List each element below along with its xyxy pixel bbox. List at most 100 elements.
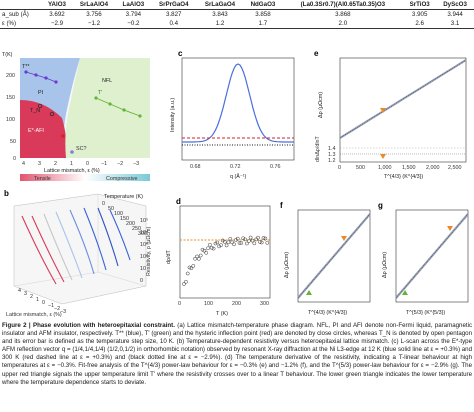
table-cell: 3.1 (436, 19, 474, 29)
panel-g-power-law: g Δρ (μΩcm) T^{5/3} (K^{5/3}) (376, 198, 472, 322)
table-header-cell: DyScO3 (436, 0, 474, 10)
table-header-cell: SrPrGaO4 (150, 0, 197, 10)
table-cell: 1.7 (243, 19, 283, 29)
table-header-cell: (La0.3Sr0.7)(Al0.65Ta0.35)O3 (282, 0, 404, 10)
panel-e-inset-tick: 1.2 (328, 158, 336, 164)
panel-f-data-line (297, 213, 371, 299)
panel-b-mismatch-tick: −3 (60, 309, 66, 315)
panel-c-xlabel: q (Å⁻¹) (230, 173, 247, 180)
table-cell: 3.794 (125, 11, 142, 18)
caption-title: Figure 2 | Phase evolution with heteroep… (2, 322, 175, 329)
table-cell: −0.2 (115, 19, 151, 29)
panel-a-tensile-label: Tensile (34, 176, 51, 182)
panel-a-tstar-point (24, 70, 28, 74)
table-row-label: ε (%) (0, 19, 43, 29)
panel-a-svg: a T(K) 200 150 100 50 0 T** PI T_N E*-AF… (2, 52, 150, 182)
table-row: a_sub (Å) 3.692 3.756 3.794 3.827 3.843 … (0, 10, 474, 20)
panel-d-marker (189, 266, 194, 271)
panel-a-label-eafi: E*-AFI (28, 128, 44, 134)
panel-b-curve (97, 207, 119, 267)
panel-d-derivative: d dρ/dT 0 100 200 300 T (K) (156, 194, 272, 322)
panel-d-marker (246, 239, 251, 243)
panel-d-marker (209, 245, 214, 250)
panel-b-mismatch-label: Lattice mismatch, ε (%) (6, 312, 62, 318)
panel-d-marker (191, 264, 196, 268)
panel-a-tstar-point (54, 80, 58, 84)
panel-g-xlabel: T^{5/3} (K^{5/3}) (406, 310, 445, 316)
panel-a-tprime-point (138, 114, 142, 118)
panel-a-tprime-point (122, 108, 126, 112)
panel-b-curve (43, 213, 73, 281)
panel-b-res-tick: 10³ (140, 242, 148, 248)
panel-d-marker (250, 238, 255, 243)
panel-d-ylabel: dρ/dT (166, 249, 172, 264)
panel-a-xlabel: Lattice mismatch, ε (%) (44, 168, 100, 174)
panel-a-label-tstar: T** (22, 64, 30, 70)
panel-d-xtick: 100 (204, 301, 213, 307)
panel-d-marker (228, 237, 233, 241)
panel-d-marker (202, 248, 207, 253)
panel-e-xtick: 0 (338, 165, 341, 171)
panel-a-tstar-point (44, 76, 48, 80)
panel-d-frame (179, 205, 271, 299)
panel-c-label: c (178, 49, 183, 58)
panel-b-mismatch-tick: 1 (36, 297, 39, 303)
panel-e-xtick: 1,000 (378, 165, 392, 171)
panel-b-mismatch-tick: 3 (24, 291, 27, 297)
panel-a-label-pi: PI (38, 90, 43, 96)
panel-c-peak-curve (182, 63, 294, 143)
panel-b-mismatch-tick: −1 (48, 303, 54, 309)
panel-b-curve (109, 209, 131, 261)
table-cell: 3.692 (49, 11, 65, 18)
panel-d-marker (258, 240, 262, 244)
panel-b-svg: b Temperature (K) 0 50 100 150 200 250 3… (4, 189, 152, 318)
lattice-table-grid: YAlO3 SrLaAlO4 LaAlO3 SrPrGaO4 SrLaGaO4 … (0, 0, 474, 29)
panel-a-ytick: 100 (6, 117, 15, 123)
panel-d-marker (263, 236, 268, 241)
panel-f-svg: f Δρ (μΩcm) T^{4/3} (K^{4/3}) (280, 201, 371, 316)
panel-b-mismatch-tick: 0 (42, 300, 45, 306)
panel-f-ylabel: Δρ (μΩcm) (284, 252, 290, 278)
panel-b-res-tick: 0 (140, 278, 143, 284)
panel-a-tn-point (49, 111, 55, 117)
panel-e-inset-tick: 1.3 (328, 152, 336, 158)
panel-d-marker (239, 241, 244, 245)
panel-a-xtick: 4 (22, 161, 25, 167)
panel-b-label: b (4, 189, 9, 198)
panel-d-marker (245, 241, 249, 246)
panel-e-xtick: 500 (356, 165, 365, 171)
panel-a-ylabel: T(K) (2, 52, 13, 58)
panel-b-res-tick: 10² (140, 254, 148, 260)
panel-d-marker (237, 241, 242, 245)
panel-d-marker (248, 235, 253, 240)
panel-a-xtick: −1 (101, 161, 107, 167)
panel-e-label: e (314, 49, 319, 58)
panel-a-label-tprime: T' (98, 90, 102, 96)
panel-b-temp-tick: 300 (138, 231, 147, 237)
table-header-cell (0, 0, 43, 10)
table-cell: 3.756 (86, 11, 102, 18)
panel-b-temp-tick: 200 (126, 221, 135, 227)
table-header-cell: LaAlO3 (115, 0, 151, 10)
table-header-cell: SrTiO3 (403, 0, 437, 10)
panel-b-temp-tick: 250 (132, 226, 141, 232)
panel-d-marker (215, 240, 220, 245)
panel-d-marker (261, 236, 266, 240)
table-cell: −1.2 (72, 19, 116, 29)
panel-a-afi-region (20, 100, 67, 158)
panel-b-gridline (13, 271, 99, 287)
panel-b-temp-tick: 50 (108, 206, 114, 212)
panel-e-ylabel: Δρ (μΩcm) (318, 92, 324, 118)
panel-e-xtick: 1,500 (402, 165, 416, 171)
panel-a-label-sc: SC? (76, 146, 87, 152)
panel-d-marker (196, 256, 201, 261)
panel-d-marker (230, 240, 234, 245)
panel-c-frame (181, 57, 295, 161)
panel-d-xlabel: T (K) (216, 311, 228, 317)
panel-e-power-law: e Δρ (μΩcm) dlnΔρ/dlnT 1.4 1.3 1.2 0 500… (310, 46, 472, 186)
panel-a-tstar-point (34, 73, 38, 77)
panel-d-marker (232, 242, 236, 247)
panel-e-frame (339, 57, 467, 163)
panel-a-phase-diagram: a T(K) 200 150 100 50 0 T** PI T_N E*-AF… (0, 44, 152, 182)
table-cell: 2.6 (403, 19, 437, 29)
